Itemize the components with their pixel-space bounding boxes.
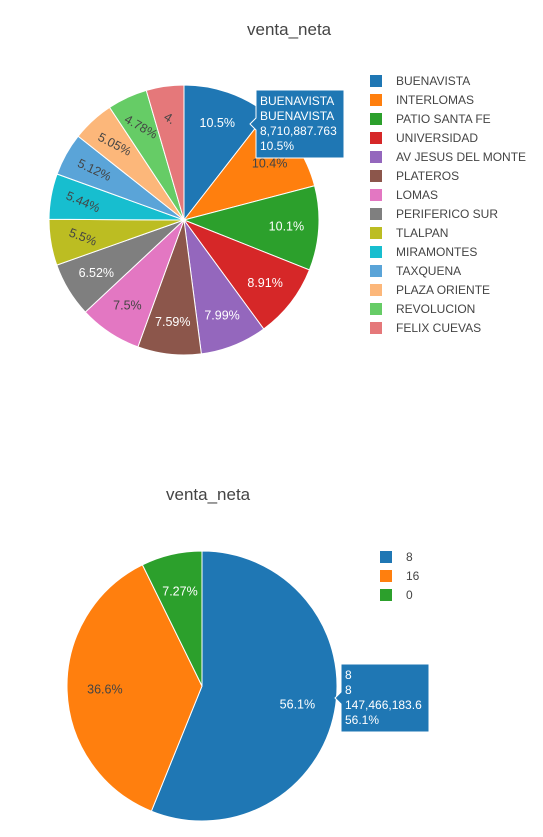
legend-swatch[interactable] <box>370 322 382 334</box>
legend-swatch[interactable] <box>370 303 382 315</box>
legend-entry-0[interactable]: 0 <box>406 588 413 602</box>
legend-swatch[interactable] <box>370 227 382 239</box>
tooltip-line: BUENAVISTA <box>260 94 334 108</box>
legend-swatch[interactable] <box>370 170 382 182</box>
tooltip-box <box>334 663 430 733</box>
pie-slice-16[interactable] <box>66 564 203 812</box>
legend-entry-revolucion[interactable]: REVOLUCION <box>396 302 475 316</box>
slice-percent-label: 56.1% <box>280 698 315 712</box>
legend-swatch[interactable] <box>380 589 392 601</box>
legend-swatch[interactable] <box>370 246 382 258</box>
pie-slice-8[interactable] <box>150 550 338 822</box>
legend-swatch[interactable] <box>370 284 382 296</box>
slice-percent-label: 7.99% <box>204 308 239 322</box>
legend-entry-buenavista[interactable]: BUENAVISTA <box>396 74 470 88</box>
tooltip-box <box>249 89 345 159</box>
slice-percent-label: 7.59% <box>155 315 190 329</box>
legend-entry-miramontes[interactable]: MIRAMONTES <box>396 245 477 259</box>
legend-entry-tlalpan[interactable]: TLALPAN <box>396 226 448 240</box>
tooltip-line: 147,466,183.6 <box>345 698 422 712</box>
tooltip-line: BUENAVISTA <box>260 109 334 123</box>
legend-swatch[interactable] <box>370 265 382 277</box>
legend-entry-periferico-sur[interactable]: PERIFERICO SUR <box>396 207 498 221</box>
pie-slice-0[interactable] <box>141 550 203 687</box>
legend-swatch[interactable] <box>380 570 392 582</box>
legend-entry-universidad[interactable]: UNIVERSIDAD <box>396 131 478 145</box>
slice-percent-label: 7.27% <box>162 584 197 598</box>
tooltip-line: 56.1% <box>345 713 379 727</box>
legend-swatch[interactable] <box>370 208 382 220</box>
legend-entry-plaza-oriente[interactable]: PLAZA ORIENTE <box>396 283 490 297</box>
chart-title: venta_neta <box>247 20 332 39</box>
slice-percent-label: 36.6% <box>87 683 122 697</box>
legend-swatch[interactable] <box>370 75 382 87</box>
slice-percent-label: 7.5% <box>113 299 142 313</box>
legend-entry-av-jesus-del-monte[interactable]: AV JESUS DEL MONTE <box>396 150 526 164</box>
legend-entry-lomas[interactable]: LOMAS <box>396 188 438 202</box>
legend-entry-plateros[interactable]: PLATEROS <box>396 169 459 183</box>
legend-entry-taxquena[interactable]: TAXQUENA <box>396 264 461 278</box>
slice-percent-label: 6.52% <box>79 266 114 280</box>
tooltip-line: 8,710,887.763 <box>260 124 337 138</box>
slice-percent-label: 10.1% <box>269 219 304 233</box>
legend-swatch[interactable] <box>370 94 382 106</box>
legend-swatch[interactable] <box>370 151 382 163</box>
legend-entry-felix-cuevas[interactable]: FELIX CUEVAS <box>396 321 481 335</box>
slice-percent-label: 10.4% <box>252 156 287 170</box>
tooltip-line: 8 <box>345 668 352 682</box>
pie-slice-patio-santa-fe[interactable] <box>182 185 320 271</box>
legend-swatch[interactable] <box>380 551 392 563</box>
legend-entry-patio-santa-fe[interactable]: PATIO SANTA FE <box>396 112 491 126</box>
legend-swatch[interactable] <box>370 189 382 201</box>
legend-swatch[interactable] <box>370 132 382 144</box>
pie-slice-felix-cuevas[interactable] <box>145 84 185 221</box>
slice-percent-label: 8.91% <box>247 276 282 290</box>
tooltip-line: 10.5% <box>260 139 294 153</box>
tooltip-line: 8 <box>345 683 352 697</box>
chart-title: venta_neta <box>166 485 251 504</box>
legend-entry-16[interactable]: 16 <box>406 569 420 583</box>
legend-swatch[interactable] <box>370 113 382 125</box>
slice-percent-label: 10.5% <box>200 116 235 130</box>
legend-entry-8[interactable]: 8 <box>406 550 413 564</box>
legend-entry-interlomas[interactable]: INTERLOMAS <box>396 93 474 107</box>
